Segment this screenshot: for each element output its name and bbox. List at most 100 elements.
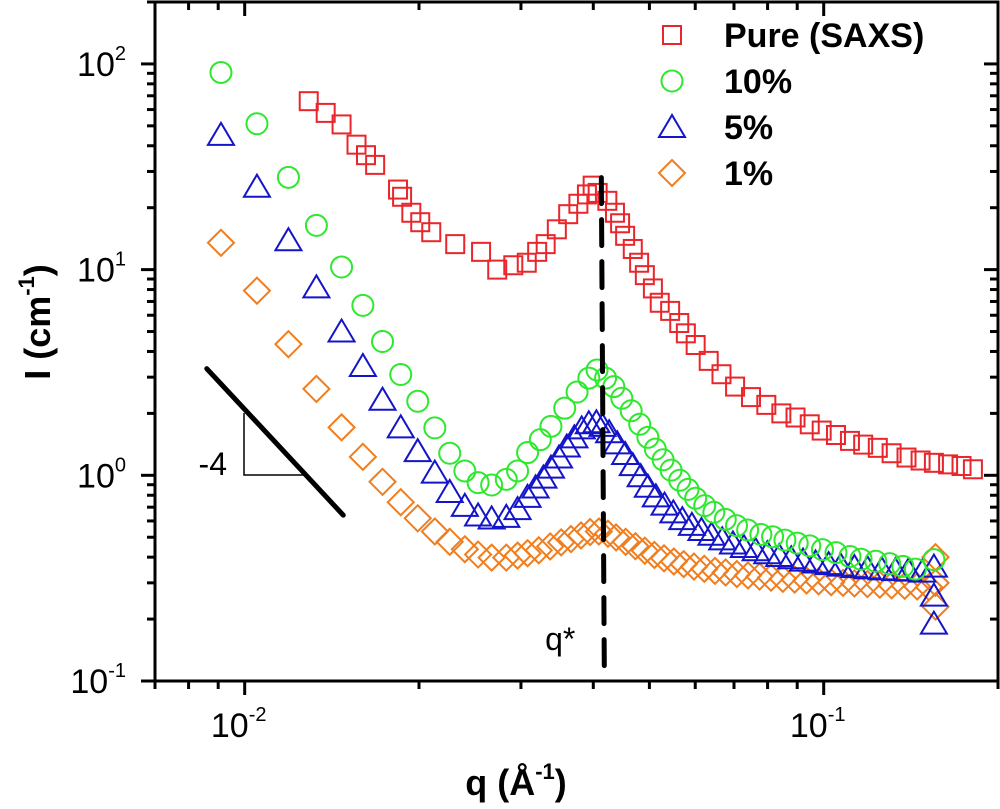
- data-point: [463, 540, 493, 569]
- data-point: [209, 60, 233, 84]
- data-point: [274, 329, 303, 359]
- data-point: [722, 559, 752, 589]
- data-point: [206, 120, 236, 146]
- data-point: [301, 374, 331, 404]
- data-point: [811, 420, 832, 441]
- data-point: [903, 557, 927, 581]
- data-point: [553, 396, 577, 420]
- data-point: [466, 471, 490, 495]
- slope-label: -4: [199, 446, 227, 482]
- data-point: [315, 102, 336, 123]
- legend-item: 10%: [660, 63, 792, 101]
- series-pure-saxs: [298, 91, 983, 480]
- data-point: [618, 451, 648, 477]
- data-point: [615, 225, 636, 246]
- data-point: [622, 238, 643, 259]
- y-tick-label: 10-1: [70, 660, 126, 701]
- data-point: [245, 112, 269, 136]
- data-point: [528, 428, 552, 452]
- data-point: [725, 514, 749, 538]
- data-point: [922, 548, 946, 572]
- data-point: [910, 450, 931, 471]
- data-point: [242, 172, 272, 198]
- data-point: [938, 454, 959, 475]
- data-point: [330, 255, 354, 279]
- data-point: [403, 503, 433, 533]
- data-point: [881, 443, 902, 464]
- slope-line: [204, 366, 346, 518]
- data-point: [669, 549, 699, 579]
- data-point: [785, 407, 806, 428]
- data-point: [602, 375, 626, 399]
- data-point: [604, 202, 625, 223]
- data-point: [601, 522, 631, 552]
- data-point: [386, 487, 416, 517]
- data-point: [702, 500, 726, 524]
- data-point: [558, 204, 579, 225]
- plot-frame: [153, 0, 1000, 683]
- data-point: [733, 561, 763, 590]
- legend-marker-diamond: [657, 158, 687, 188]
- data-point: [539, 414, 563, 438]
- x-tick-label: 10-1: [790, 704, 846, 745]
- data-point: [513, 538, 542, 568]
- data-point: [621, 531, 650, 561]
- data-point: [711, 558, 741, 587]
- data-point: [878, 552, 902, 576]
- data-point: [636, 425, 660, 449]
- data-point: [438, 441, 462, 465]
- data-point: [824, 541, 848, 565]
- data-point: [450, 491, 480, 517]
- data-point: [477, 543, 507, 573]
- data-point: [685, 335, 706, 356]
- data-point: [849, 547, 873, 571]
- data-point: [581, 408, 612, 434]
- data-point: [348, 352, 378, 377]
- data-point: [921, 568, 950, 598]
- data-point: [597, 190, 618, 211]
- data-point: [575, 517, 605, 547]
- y-tick-label: 102: [77, 43, 126, 84]
- data-point: [668, 468, 692, 492]
- data-point: [445, 234, 466, 255]
- data-point: [689, 554, 719, 584]
- legend-marker-triangle: [657, 113, 687, 138]
- data-point: [745, 562, 775, 591]
- data-point: [756, 563, 786, 593]
- y-tick-label: 100: [77, 454, 126, 495]
- series-layer: [206, 60, 983, 635]
- data-point: [535, 532, 565, 561]
- data-point: [326, 317, 357, 343]
- slope-triangle: [243, 413, 306, 476]
- data-point: [611, 527, 641, 557]
- data-point: [420, 517, 450, 546]
- data-point: [528, 463, 559, 489]
- data-point: [838, 544, 862, 568]
- data-point: [610, 213, 631, 234]
- data-point: [491, 502, 522, 528]
- data-point: [642, 278, 663, 299]
- legend-item: 1%: [657, 155, 773, 193]
- legend-label: 5%: [724, 109, 773, 147]
- data-point: [516, 441, 540, 465]
- y-tick-label: 101: [77, 249, 126, 290]
- legend-label: 10%: [724, 63, 792, 101]
- data-point: [891, 554, 915, 578]
- legend-marker-square: [662, 25, 682, 45]
- data-point: [639, 540, 669, 570]
- data-point: [669, 313, 690, 334]
- data-point: [676, 477, 700, 501]
- annotation-layer: q* -4: [199, 175, 607, 676]
- data-point: [630, 536, 660, 566]
- series-10: [209, 60, 946, 581]
- data-point: [276, 165, 300, 189]
- data-point: [365, 154, 386, 175]
- data-point: [698, 350, 719, 371]
- data-point: [839, 430, 860, 451]
- data-point: [810, 538, 834, 562]
- data-point: [434, 477, 465, 503]
- y-axis-title: I (cm-1): [14, 264, 58, 380]
- axis-ticks: [141, 0, 1000, 695]
- data-point: [351, 293, 375, 317]
